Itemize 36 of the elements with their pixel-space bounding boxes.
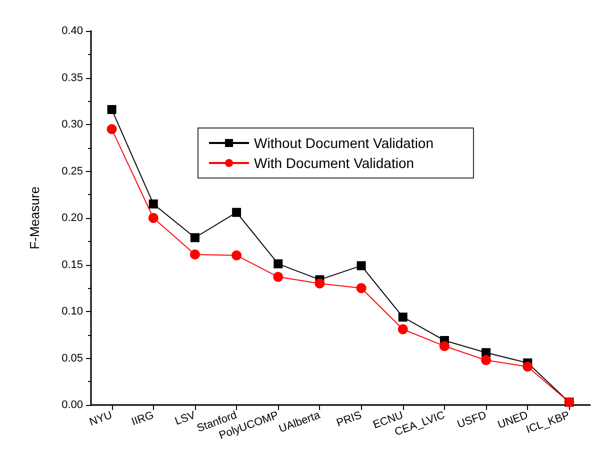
point [148, 213, 158, 223]
legend-label: Without Document Validation [254, 135, 434, 151]
y-tick-label: 0.00 [62, 399, 83, 411]
point [274, 259, 283, 268]
y-tick-label: 0.30 [62, 118, 83, 130]
point [273, 272, 284, 282]
y-tick-label: 0.35 [62, 72, 83, 84]
x-tick-label: LSV [173, 409, 198, 428]
y-tick-label: 0.15 [62, 258, 83, 271]
point [522, 362, 533, 372]
point [398, 324, 408, 334]
point [107, 105, 116, 114]
y-tick-label: 0.25 [62, 165, 83, 178]
point [190, 233, 200, 242]
y-axis-title: F-Measure [27, 186, 42, 250]
y-tick-label: 0.05 [62, 352, 83, 364]
point [356, 283, 366, 294]
point [190, 249, 200, 260]
x-tick-label: USFD [456, 409, 488, 431]
point [398, 312, 408, 322]
point [106, 124, 117, 134]
x-tick-label: PRIS [335, 409, 364, 430]
point [232, 250, 242, 260]
legend-label: With Document Validation [254, 155, 414, 171]
point [314, 278, 325, 288]
y-tick-label: 0.10 [62, 306, 83, 318]
point [148, 199, 158, 208]
point [356, 261, 366, 270]
x-tick-label: NYU [88, 409, 114, 429]
x-tick-label: UAlberta [277, 409, 323, 436]
x-tick-label: IIRG [130, 409, 156, 428]
y-tick-label: 0.20 [62, 212, 83, 224]
y-tick-label: 0.40 [62, 25, 83, 37]
point [481, 355, 492, 366]
point [232, 208, 242, 217]
point [439, 341, 450, 352]
